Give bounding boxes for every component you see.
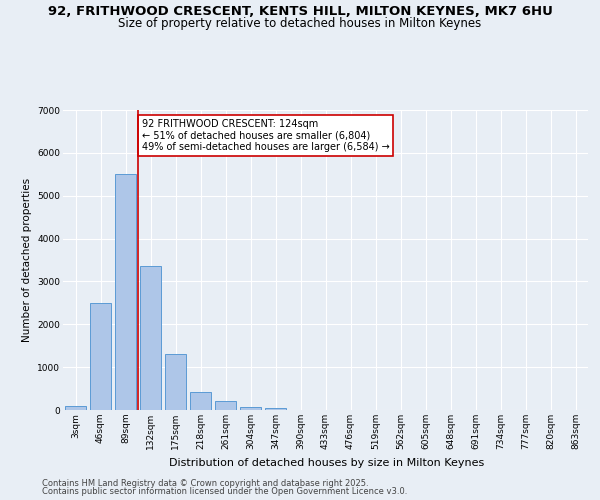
Bar [165, 354, 186, 410]
Bar [90, 303, 111, 410]
Text: Contains public sector information licensed under the Open Government Licence v3: Contains public sector information licen… [42, 487, 407, 496]
Bar [240, 406, 261, 410]
Text: 92, FRITHWOOD CRESCENT, KENTS HILL, MILTON KEYNES, MK7 6HU: 92, FRITHWOOD CRESCENT, KENTS HILL, MILT… [47, 5, 553, 18]
Bar [65, 406, 86, 410]
Bar [115, 174, 136, 410]
Bar [140, 266, 161, 410]
Text: Size of property relative to detached houses in Milton Keynes: Size of property relative to detached ho… [118, 18, 482, 30]
Bar [190, 392, 211, 410]
Bar [265, 408, 286, 410]
Text: Distribution of detached houses by size in Milton Keynes: Distribution of detached houses by size … [169, 458, 485, 468]
Y-axis label: Number of detached properties: Number of detached properties [22, 178, 32, 342]
Text: 92 FRITHWOOD CRESCENT: 124sqm
← 51% of detached houses are smaller (6,804)
49% o: 92 FRITHWOOD CRESCENT: 124sqm ← 51% of d… [142, 119, 389, 152]
Text: Contains HM Land Registry data © Crown copyright and database right 2025.: Contains HM Land Registry data © Crown c… [42, 478, 368, 488]
Bar [215, 402, 236, 410]
